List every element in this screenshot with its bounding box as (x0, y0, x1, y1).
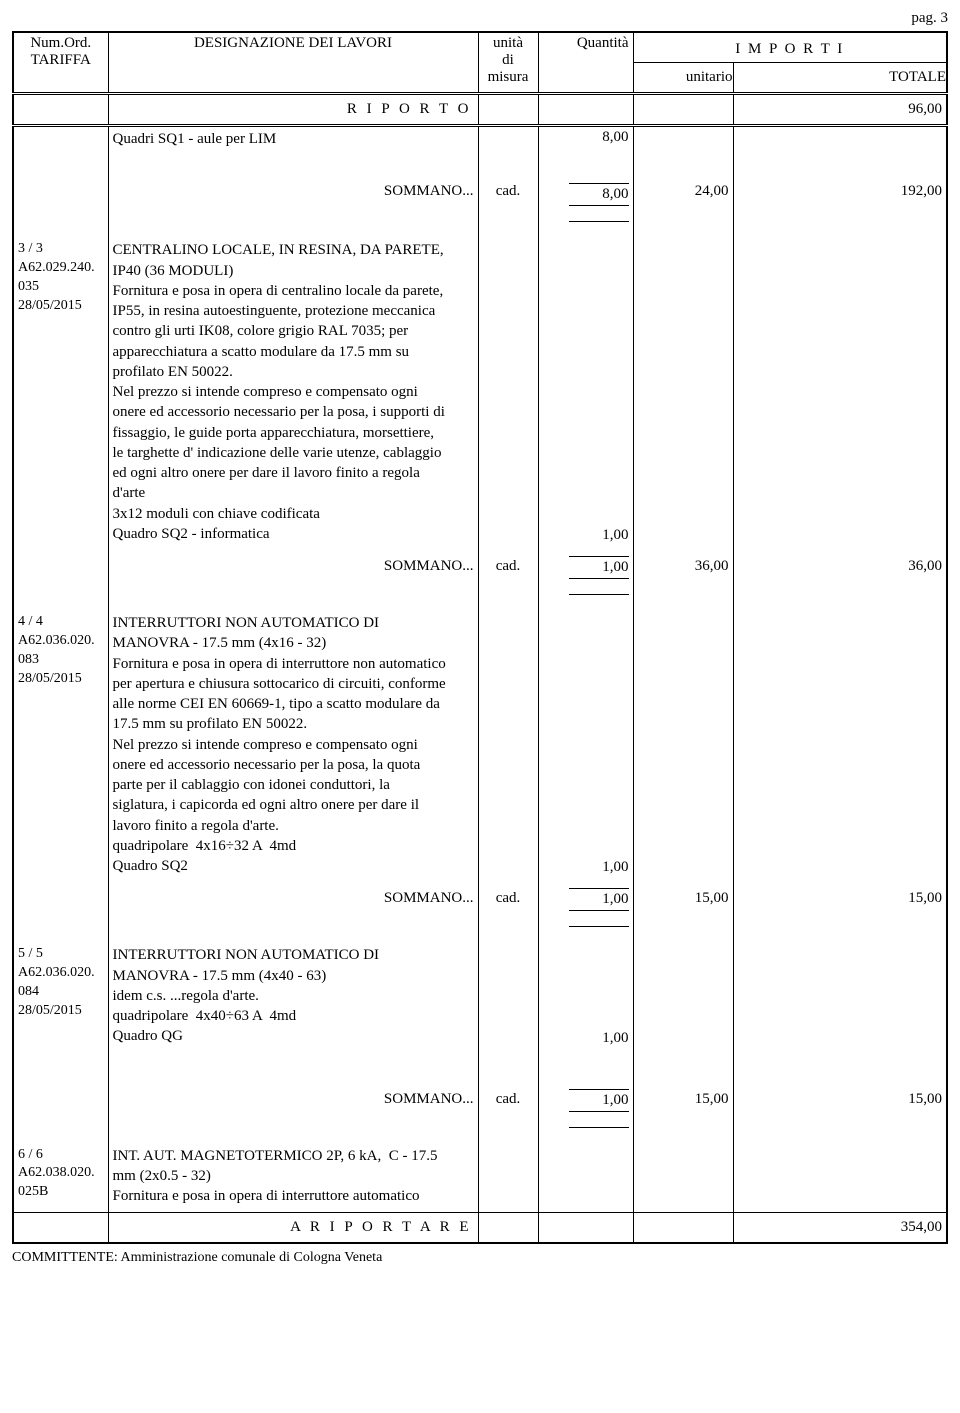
unit-value: cad. (478, 1079, 538, 1114)
totale-value: 15,00 (733, 1079, 947, 1114)
unitario-value: 36,00 (633, 546, 733, 581)
unit-value: cad. (478, 878, 538, 913)
spacer (13, 1049, 947, 1079)
committente-text: COMMITTENTE: Amministrazione comunale di… (12, 1250, 948, 1266)
spacer (13, 151, 947, 181)
riporto-label: R I P O R T O (108, 94, 478, 126)
spacer (13, 913, 947, 943)
sommano-row: SOMMANO... cad. 1,00 15,00 15,00 (13, 1079, 947, 1114)
tariffa-code: 6 / 6 A62.038.020. 025B (13, 1144, 108, 1213)
header-unita: unità di misura (478, 32, 538, 94)
qty-sum: 1,00 (569, 888, 629, 911)
designazione-text: INTERRUTTORI NON AUTOMATICO DI MANOVRA -… (108, 611, 478, 878)
designazione-text: Quadri SQ1 - aule per LIM (108, 126, 478, 152)
sommano-label: SOMMANO... (108, 181, 478, 208)
a-riportare-totale: 354,00 (733, 1213, 947, 1244)
item-row: Quadri SQ1 - aule per LIM 8,00 (13, 126, 947, 152)
designazione-text: INT. AUT. MAGNETOTERMICO 2P, 6 kA, C - 1… (108, 1144, 478, 1213)
sommano-row: SOMMANO... cad. 1,00 36,00 36,00 (13, 546, 947, 581)
tariffa-code: 4 / 4 A62.036.020. 083 28/05/2015 (13, 611, 108, 878)
unit-value: cad. (478, 546, 538, 581)
unitario-value: 15,00 (633, 1079, 733, 1114)
totale-value: 15,00 (733, 878, 947, 913)
header-totale: TOTALE (733, 63, 947, 94)
qty-sum: 1,00 (569, 556, 629, 579)
item-row: 3 / 3 A62.029.240. 035 28/05/2015 CENTRA… (13, 238, 947, 546)
qty-value: 1,00 (538, 611, 633, 878)
designazione-text: CENTRALINO LOCALE, IN RESINA, DA PARETE,… (108, 238, 478, 546)
page-number: pag. 3 (12, 10, 948, 27)
item-row: 5 / 5 A62.036.020. 084 28/05/2015 INTERR… (13, 943, 947, 1048)
tariffa-code: 5 / 5 A62.036.020. 084 28/05/2015 (13, 943, 108, 1048)
computo-table: Num.Ord. TARIFFA DESIGNAZIONE DEI LAVORI… (12, 31, 948, 1244)
header-unitario: unitario (633, 63, 733, 94)
unitario-value: 15,00 (633, 878, 733, 913)
header-importi: I M P O R T I (633, 32, 947, 63)
qty-value: 8,00 (538, 126, 633, 152)
spacer (13, 581, 947, 611)
header-designazione: DESIGNAZIONE DEI LAVORI (108, 32, 478, 94)
a-riportare-label: A R I P O R T A R E (108, 1213, 478, 1244)
totale-value: 36,00 (733, 546, 947, 581)
sommano-label: SOMMANO... (108, 1079, 478, 1114)
a-riportare-row: A R I P O R T A R E 354,00 (13, 1213, 947, 1244)
totale-value: 192,00 (733, 181, 947, 208)
unit-value: cad. (478, 181, 538, 208)
spacer (13, 208, 947, 238)
item-row: 4 / 4 A62.036.020. 083 28/05/2015 INTERR… (13, 611, 947, 878)
sommano-label: SOMMANO... (108, 546, 478, 581)
tariffa-code: 3 / 3 A62.029.240. 035 28/05/2015 (13, 238, 108, 546)
sommano-row: SOMMANO... cad. 8,00 24,00 192,00 (13, 181, 947, 208)
designazione-text: INTERRUTTORI NON AUTOMATICO DI MANOVRA -… (108, 943, 478, 1048)
item-row: 6 / 6 A62.038.020. 025B INT. AUT. MAGNET… (13, 1144, 947, 1213)
spacer (13, 1114, 947, 1144)
qty-sum: 8,00 (569, 183, 629, 206)
qty-value: 1,00 (538, 943, 633, 1048)
qty-value: 1,00 (538, 238, 633, 546)
sommano-row: SOMMANO... cad. 1,00 15,00 15,00 (13, 878, 947, 913)
riporto-row: R I P O R T O 96,00 (13, 94, 947, 126)
header-quantita: Quantità (538, 32, 633, 94)
header-tariffa: Num.Ord. TARIFFA (13, 32, 108, 94)
sommano-label: SOMMANO... (108, 878, 478, 913)
riporto-totale: 96,00 (733, 94, 947, 126)
qty-sum: 1,00 (569, 1089, 629, 1112)
unitario-value: 24,00 (633, 181, 733, 208)
